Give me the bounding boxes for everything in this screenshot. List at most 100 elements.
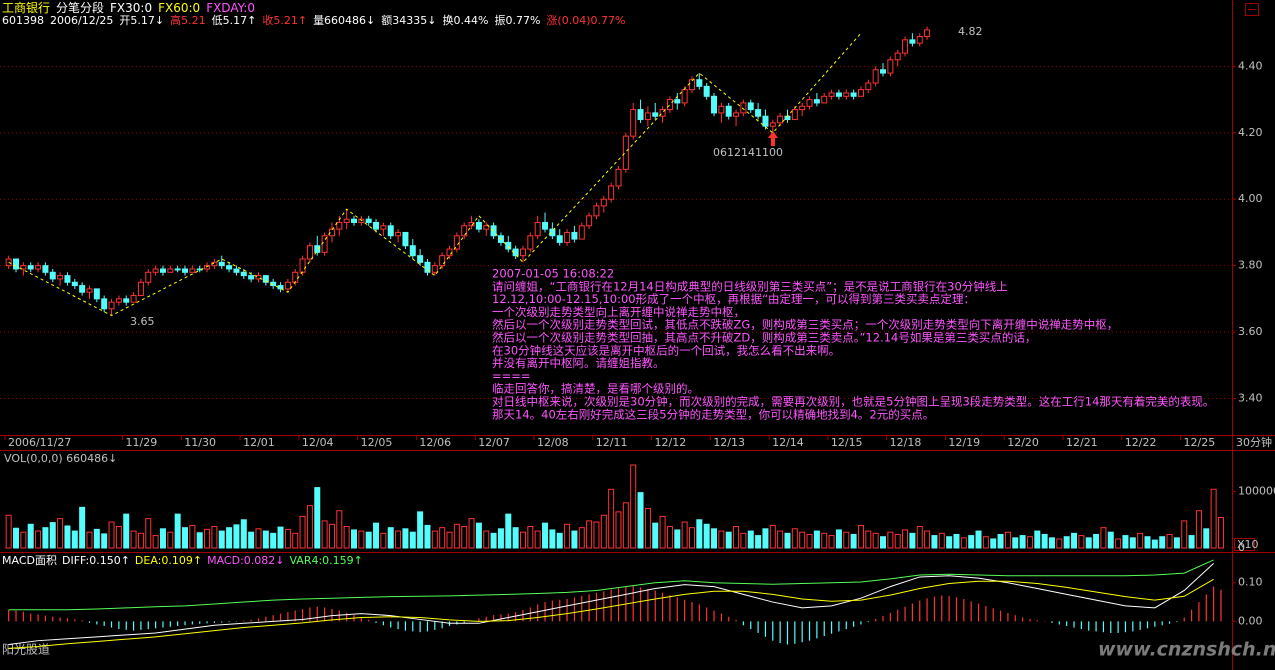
x-tick-label: 2006/11/27 <box>8 436 71 449</box>
volume-bar <box>240 519 247 549</box>
x-tick-label: 12/15 <box>831 436 863 449</box>
volume-bar <box>813 530 820 549</box>
volume-bar <box>497 528 504 549</box>
watermark: www.cnznshch.net <box>1098 639 1275 661</box>
candle-body <box>733 112 740 117</box>
volume-bar <box>1137 532 1144 549</box>
header-item: FX60:0 <box>158 1 200 15</box>
x-tick-label: 12/08 <box>537 436 569 449</box>
candle-body <box>182 268 189 273</box>
candle-body <box>20 265 27 270</box>
candle-body <box>674 99 681 104</box>
header-item: 换0.44% <box>443 13 489 27</box>
comment-line: 一个次级别走势类型向上离开缠中说禅走势中枢， <box>492 305 745 319</box>
macd-line <box>8 578 1214 649</box>
volume-bar <box>902 529 909 549</box>
volume-bar <box>270 532 277 549</box>
volume-bar <box>799 531 806 549</box>
header-row: 工商银行 分笔分段 FX30:0 FX60:0 FXDAY:0 <box>2 0 255 15</box>
candle-body <box>857 89 864 97</box>
legend-item: DEA:0.109↑ <box>135 554 202 567</box>
candle-body <box>924 29 931 38</box>
volume-bar <box>505 513 512 549</box>
volume-bar <box>483 530 490 549</box>
volume-bar <box>1078 535 1085 549</box>
volume-bar <box>946 536 953 549</box>
candle-body <box>409 245 416 257</box>
x-tick-label: 12/21 <box>1066 436 1098 449</box>
candle-body <box>564 231 571 243</box>
candle-body <box>115 298 122 303</box>
candle-body <box>159 268 166 273</box>
candle-body <box>747 102 754 111</box>
volume-bar <box>1181 520 1188 549</box>
volume-bar <box>711 528 718 549</box>
header-row: 601398 2006/12/25 开5.17↓ 高5.21 低5.17↑ 收5.21↑ 量… <box>2 13 625 27</box>
candle-body <box>505 241 512 250</box>
volume-bar <box>975 530 982 549</box>
candle-body <box>373 221 380 230</box>
volume-bar <box>916 526 923 549</box>
volume-bar <box>1107 531 1114 549</box>
comment-line: 对日线中枢来说，次级别是30分钟，而次级别的完成，需要再次级别，也就是5分钟图上… <box>492 395 1214 409</box>
y-tick-label: 3.40 <box>1238 391 1263 404</box>
volume-bar <box>1019 535 1026 549</box>
volume-bar <box>1210 488 1217 549</box>
x-tick-label: 12/20 <box>1007 436 1039 449</box>
volume-bar <box>336 510 343 549</box>
x-tick-label: 12/13 <box>713 436 745 449</box>
candle-body <box>813 99 820 104</box>
candle-body <box>189 268 196 273</box>
candle-body <box>380 225 387 230</box>
volume-bar <box>468 518 475 549</box>
candle-body <box>64 275 71 283</box>
volume-bar <box>439 527 446 549</box>
icon-frame[interactable] <box>1245 3 1259 16</box>
candle-body <box>86 288 93 293</box>
candle-body <box>218 261 225 267</box>
candle-body <box>769 122 776 127</box>
volume-bar <box>982 536 989 549</box>
candle-body <box>49 271 56 280</box>
volume-bar <box>13 527 20 549</box>
volume-bar <box>674 529 681 549</box>
volume-bar <box>931 535 938 549</box>
candle-body <box>556 235 563 243</box>
window-icon[interactable] <box>1245 3 1259 16</box>
volume-bar <box>248 531 255 549</box>
candle-body <box>35 265 42 270</box>
volume-bar <box>306 505 313 549</box>
candle-body <box>248 275 255 280</box>
volume-bar <box>1195 510 1202 549</box>
volume-bar <box>1034 530 1041 549</box>
header-item: 601398 <box>2 14 44 27</box>
candle-body <box>549 228 556 237</box>
candle-body <box>57 275 64 280</box>
candle-body <box>204 265 211 270</box>
volume-bar <box>1217 517 1224 549</box>
volume-bar <box>586 520 593 549</box>
candle-body <box>777 115 784 124</box>
volume-bar <box>990 538 997 549</box>
candle-body <box>762 115 769 127</box>
y-tick-label: 4.20 <box>1238 126 1263 139</box>
x-tick-label: 12/22 <box>1125 436 1157 449</box>
volume-bar <box>1159 536 1166 549</box>
legend-item: MACD面积 <box>2 554 57 567</box>
candle-body <box>600 198 607 207</box>
volume-bar <box>791 528 798 549</box>
volume-bar <box>174 513 181 549</box>
candle-body <box>226 265 233 270</box>
candle-body <box>13 258 20 270</box>
volume-unit: X10 <box>1237 538 1259 551</box>
volume-bar <box>1144 536 1151 549</box>
volume-bar <box>1063 536 1070 549</box>
volume-bar <box>696 519 703 549</box>
candle-body <box>292 271 299 283</box>
comment-line: 12.12,10:00-12.15,10:00形成了一个中枢，再根据“由定理一，… <box>492 292 975 306</box>
candle-body <box>27 265 34 270</box>
volume-bar <box>373 522 380 549</box>
x-tick-label: 12/12 <box>655 436 687 449</box>
header-item: 振0.77% <box>494 13 540 27</box>
volume-bar <box>615 511 622 549</box>
